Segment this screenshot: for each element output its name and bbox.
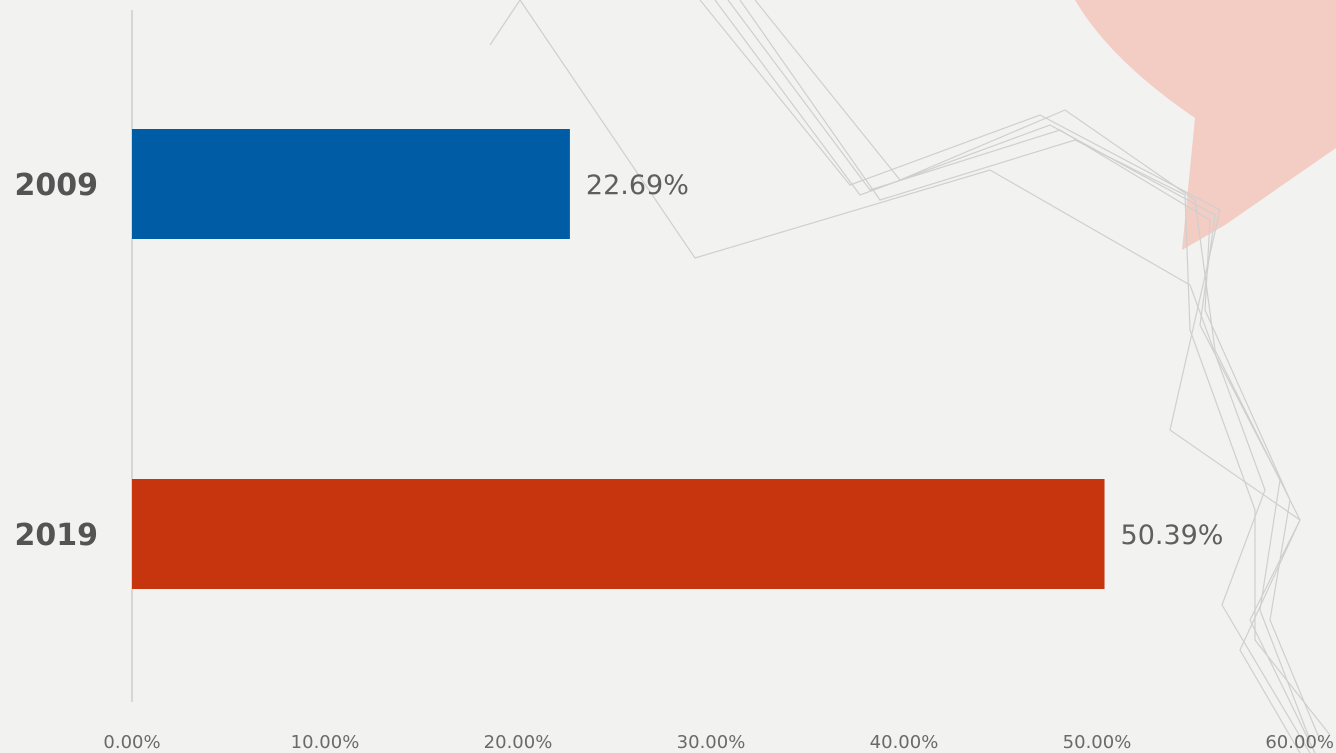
bars-group — [132, 129, 1105, 589]
decorative-line — [699, 0, 1316, 753]
x-tick-labels-group: 0.00% 10.00% 20.00% 30.00% 40.00% 50.00% 60.00… — [103, 732, 1334, 753]
x-tick-label: 60.00% — [1265, 732, 1334, 753]
x-tick-label: 0.00% — [103, 732, 160, 753]
decorative-line — [727, 0, 1321, 741]
decorative-line — [754, 0, 1301, 753]
decorative-arrow-shape — [1075, 0, 1336, 250]
decorative-line — [489, 0, 1311, 753]
value-label-2019: 50.39% — [1121, 520, 1224, 551]
value-labels-group: 22.69% 50.39% — [586, 170, 1224, 551]
background-decoration — [489, 0, 1336, 753]
x-tick-label: 30.00% — [677, 732, 746, 753]
bar-2009 — [132, 129, 570, 239]
value-label-2009: 22.69% — [586, 170, 689, 201]
bar-2019 — [132, 479, 1105, 589]
x-tick-label: 50.00% — [1063, 732, 1132, 753]
category-label-2019: 2019 — [15, 518, 99, 553]
x-tick-label: 40.00% — [870, 732, 939, 753]
x-tick-label: 10.00% — [291, 732, 360, 753]
category-labels-group: 2009 2019 — [15, 168, 99, 553]
category-label-2009: 2009 — [15, 168, 99, 203]
x-tick-label: 20.00% — [484, 732, 553, 753]
